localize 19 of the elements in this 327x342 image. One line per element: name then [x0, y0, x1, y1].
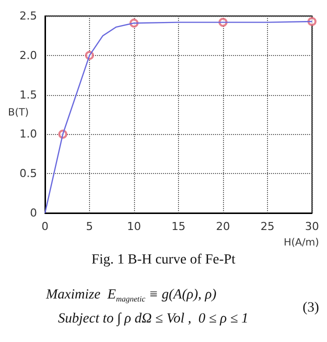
y-tick-label: 0.5	[20, 167, 37, 180]
x-tick-label: 0	[42, 220, 48, 233]
x-tick-label: 30	[305, 220, 319, 233]
x-tick-label: 15	[172, 220, 186, 233]
caption: Fig. 1 B-H curve of Fe-Pt	[92, 252, 236, 268]
y-tick-label: 2.0	[20, 48, 37, 62]
x-tick-label: 20	[216, 220, 230, 233]
text: Subject to ∫ ρ dΩ ≤ Vol , 0 ≤ ρ ≤ 1	[58, 312, 248, 326]
y-tick-label: 2.5	[20, 10, 37, 22]
y-tick-label: 1.0	[20, 128, 37, 141]
x-axis-title: H(A/m)	[284, 238, 320, 248]
x-tick-label: 25	[260, 220, 274, 233]
y-axis-title: B(T)	[8, 108, 29, 118]
x-tick-label: 10	[127, 220, 141, 233]
point	[308, 17, 316, 26]
y-tick-label: 1.5	[20, 88, 37, 102]
y-tick-label: 0	[30, 206, 37, 220]
text: (3)	[302, 300, 320, 316]
x-tick-label: 5	[86, 220, 93, 233]
